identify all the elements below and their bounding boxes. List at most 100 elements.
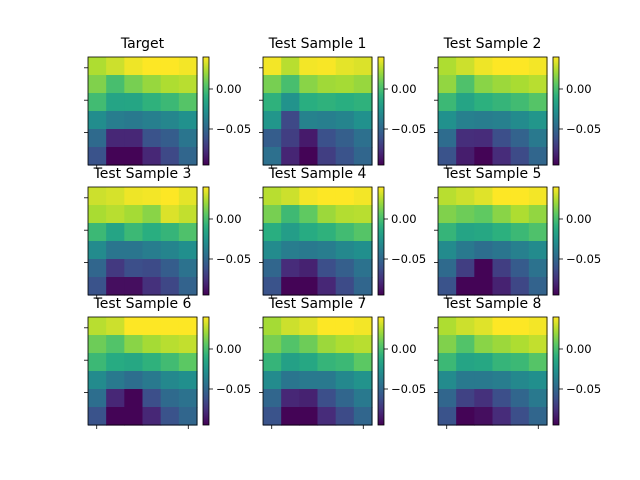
- heatmap-cell: [492, 389, 512, 408]
- heatmap-cell: [335, 111, 355, 130]
- heatmap-cell: [178, 93, 198, 112]
- heatmap-cell: [178, 407, 198, 426]
- heatmap-cell: [88, 353, 107, 372]
- heatmap-panel: Test Sample 4 0.00 −0.05: [259, 166, 426, 299]
- heatmap-cell: [528, 241, 548, 260]
- heatmap-cell: [353, 205, 373, 224]
- heatmap-cell: [106, 187, 125, 206]
- heatmap-cell: [142, 389, 162, 408]
- heatmap-cell: [335, 187, 355, 206]
- heatmap-cell: [299, 187, 319, 206]
- heatmap-cell: [492, 187, 512, 206]
- heatmap-cell: [178, 259, 198, 278]
- heatmap-cell: [492, 205, 512, 224]
- heatmap-cell: [281, 57, 300, 76]
- heatmap-cell: [510, 371, 530, 390]
- heatmap-cell: [474, 75, 494, 94]
- heatmap-cell: [510, 147, 530, 166]
- colorbar-tick-label: 0.00: [566, 82, 592, 96]
- heatmap-cell: [317, 205, 337, 224]
- heatmap-cell: [317, 129, 337, 148]
- heatmap-cell: [353, 147, 373, 166]
- heatmap-cell: [353, 57, 373, 76]
- colorbar-tick-label: −0.05: [566, 122, 601, 136]
- heatmap-cell: [474, 57, 494, 76]
- heatmap-cell: [528, 147, 548, 166]
- colorbar: [202, 186, 210, 296]
- heatmap-cell: [528, 277, 548, 296]
- heatmap-cell: [528, 111, 548, 130]
- heatmap-cell: [456, 259, 475, 278]
- colorbar-tick-label: 0.00: [391, 82, 417, 96]
- panel-title: Test Sample 2: [443, 36, 542, 52]
- heatmap-cell: [160, 353, 180, 372]
- heatmap-cell: [510, 277, 530, 296]
- heatmap-cell: [335, 407, 355, 426]
- heatmap-cell: [142, 407, 162, 426]
- heatmap-cell: [438, 111, 457, 130]
- heatmap-cell: [299, 389, 319, 408]
- colorbar: [202, 56, 210, 166]
- heatmap-cell: [124, 371, 144, 390]
- heatmap-cell: [317, 187, 337, 206]
- colorbar-tick-label: −0.05: [566, 382, 601, 396]
- heatmap-cell: [160, 205, 180, 224]
- heatmap-cell: [142, 147, 162, 166]
- heatmap-cell: [353, 111, 373, 130]
- heatmap-cell: [510, 241, 530, 260]
- panel-title: Test Sample 4: [268, 166, 367, 182]
- heatmap-cell: [178, 389, 198, 408]
- heatmap-cell: [492, 75, 512, 94]
- heatmap-cell: [510, 317, 530, 336]
- heatmap-cell: [142, 353, 162, 372]
- heatmap-cell: [492, 93, 512, 112]
- heatmap-cell: [124, 277, 144, 296]
- heatmap-cell: [106, 147, 125, 166]
- heatmap-cell: [456, 147, 475, 166]
- heatmap-cell: [281, 75, 300, 94]
- heatmap-cell: [492, 241, 512, 260]
- heatmap-cell: [510, 129, 530, 148]
- heatmap-cell: [438, 371, 457, 390]
- heatmap-cell: [142, 187, 162, 206]
- colorbar: [552, 186, 560, 296]
- heatmap-cell: [124, 353, 144, 372]
- heatmap-cell: [88, 371, 107, 390]
- colorbar: [552, 56, 560, 166]
- colorbar-tick-label: −0.05: [216, 382, 251, 396]
- heatmap-cell: [281, 241, 300, 260]
- heatmap-cell: [438, 389, 457, 408]
- heatmap-cell: [510, 259, 530, 278]
- heatmap-cell: [474, 371, 494, 390]
- heatmap-cell: [106, 335, 125, 354]
- heatmap-cell: [317, 353, 337, 372]
- heatmap-cell: [438, 187, 457, 206]
- heatmap-cell: [317, 259, 337, 278]
- heatmap-cell: [317, 241, 337, 260]
- heatmap-cell: [88, 277, 107, 296]
- heatmap-cell: [124, 223, 144, 242]
- heatmap-cell: [299, 371, 319, 390]
- heatmap-cell: [510, 353, 530, 372]
- heatmap-cell: [281, 371, 300, 390]
- heatmap-cell: [528, 389, 548, 408]
- heatmap-cell: [160, 187, 180, 206]
- heatmap-cell: [456, 277, 475, 296]
- heatmap-cell: [528, 93, 548, 112]
- heatmap-cell: [456, 353, 475, 372]
- heatmap-cell: [510, 223, 530, 242]
- heatmap-cell: [474, 187, 494, 206]
- heatmap-cell: [88, 111, 107, 130]
- heatmap-cell: [317, 389, 337, 408]
- heatmap-cell: [528, 335, 548, 354]
- heatmap-cell: [438, 259, 457, 278]
- heatmap-cell: [106, 317, 125, 336]
- heatmap-cell: [263, 129, 282, 148]
- heatmap-panel: Test Sample 1 0.00 −0.05: [259, 36, 426, 169]
- heatmap-cell: [456, 371, 475, 390]
- heatmap-cell: [492, 57, 512, 76]
- heatmap-cell: [335, 223, 355, 242]
- heatmap-cell: [178, 277, 198, 296]
- heatmap-cell: [299, 335, 319, 354]
- heatmap-cell: [142, 111, 162, 130]
